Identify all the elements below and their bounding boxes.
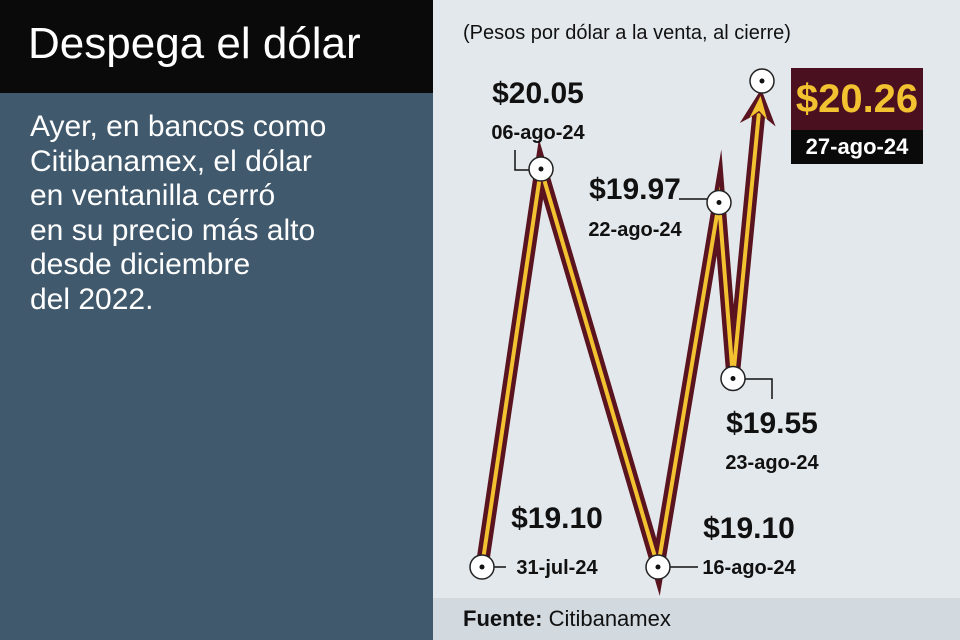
description-panel [0, 0, 433, 640]
highlight-box: $20.26 27-ago-24 [791, 68, 923, 164]
series-line [480, 106, 762, 576]
data-label-date: 23-ago-24 [725, 452, 819, 474]
data-point-center [655, 564, 661, 570]
data-label-date: 06-ago-24 [491, 122, 585, 144]
data-label-value: $20.05 [492, 77, 584, 110]
highlight-date: 27-ago-24 [791, 130, 923, 164]
chart-subtitle: (Pesos por dólar a la venta, al cierre) [463, 22, 791, 44]
title-bar [0, 0, 433, 93]
arrow-head [749, 95, 768, 120]
data-label-value: $19.55 [726, 407, 818, 440]
data-point-center [479, 564, 485, 570]
data-point-center [538, 166, 544, 172]
data-point-center [759, 78, 765, 84]
data-label-date: 16-ago-24 [702, 557, 796, 579]
source-label: Fuente: [463, 606, 543, 631]
footer-bar [433, 598, 960, 640]
description-text: Ayer, en bancos como Citibanamex, el dól… [30, 110, 327, 316]
source-line: Fuente: Citibanamex [463, 606, 671, 632]
source-name: Citibanamex [548, 606, 671, 631]
leader-line [733, 378, 773, 399]
chart-title: Despega el dólar [28, 19, 361, 68]
data-label-date: 31-jul-24 [516, 557, 598, 579]
data-label-value: $19.97 [589, 173, 681, 206]
highlight-value: $20.26 [791, 68, 923, 130]
data-label-date: 22-ago-24 [588, 219, 682, 241]
data-label-value: $19.10 [511, 502, 603, 535]
data-point-center [716, 200, 722, 205]
data-point-center [730, 375, 736, 381]
data-label-value: $19.10 [703, 512, 795, 545]
